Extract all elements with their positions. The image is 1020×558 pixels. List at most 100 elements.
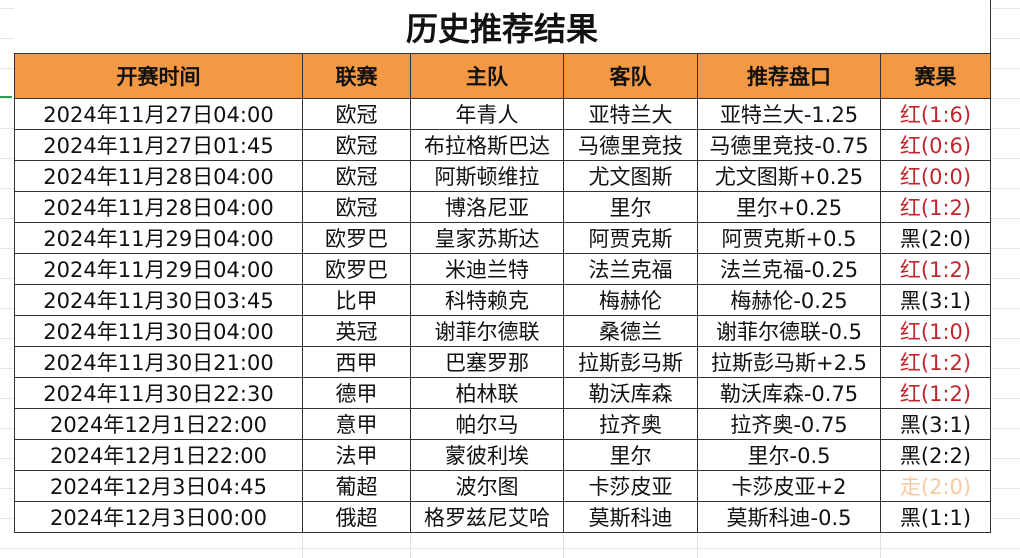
cell-pick[interactable]: 卡莎皮亚+2 xyxy=(697,470,881,502)
cell-result[interactable]: 红(1:2) xyxy=(880,377,991,409)
cell-pick[interactable]: 拉斯彭马斯+2.5 xyxy=(697,346,881,378)
cell-pick[interactable]: 法兰克福-0.25 xyxy=(697,253,881,285)
cell-time[interactable]: 2024年12月1日22:00 xyxy=(14,439,303,471)
cell-pick[interactable]: 谢菲尔德联-0.5 xyxy=(697,315,881,347)
sheet-title: 历史推荐结果 xyxy=(14,0,991,53)
cell-time[interactable]: 2024年11月28日04:00 xyxy=(14,191,303,223)
table-row: 2024年11月30日03:45 比甲 科特赖克 梅赫伦 梅赫伦-0.25 黑(3:1) xyxy=(14,284,991,316)
table-body: 2024年11月27日04:00 欧冠 年青人 亚特兰大 亚特兰大-1.25 红(1:6)… xyxy=(14,98,991,533)
cell-home[interactable]: 博洛尼亚 xyxy=(410,191,564,223)
table-row: 2024年11月29日04:00 欧罗巴 米迪兰特 法兰克福 法兰克福-0.25 红(1:… xyxy=(14,253,991,285)
header-home[interactable]: 主队 xyxy=(410,53,564,99)
cell-league[interactable]: 欧罗巴 xyxy=(302,253,411,285)
cell-time[interactable]: 2024年11月30日04:00 xyxy=(14,315,303,347)
cell-result[interactable]: 黑(2:2) xyxy=(880,439,991,471)
header-away[interactable]: 客队 xyxy=(563,53,698,99)
cell-away[interactable]: 莫斯科迪 xyxy=(563,501,698,533)
cell-away[interactable]: 法兰克福 xyxy=(563,253,698,285)
cell-pick[interactable]: 尤文图斯+0.25 xyxy=(697,160,881,192)
cell-time[interactable]: 2024年11月30日21:00 xyxy=(14,346,303,378)
cell-pick[interactable]: 里尔+0.25 xyxy=(697,191,881,223)
cell-home[interactable]: 年青人 xyxy=(410,98,564,130)
cell-result[interactable]: 黑(1:1) xyxy=(880,501,991,533)
header-pick[interactable]: 推荐盘口 xyxy=(697,53,881,99)
cell-time[interactable]: 2024年11月27日04:00 xyxy=(14,98,303,130)
header-time[interactable]: 开赛时间 xyxy=(14,53,303,99)
cell-home[interactable]: 柏林联 xyxy=(410,377,564,409)
cell-away[interactable]: 拉斯彭马斯 xyxy=(563,346,698,378)
cell-pick[interactable]: 勒沃库森-0.75 xyxy=(697,377,881,409)
cell-home[interactable]: 米迪兰特 xyxy=(410,253,564,285)
cell-time[interactable]: 2024年12月3日00:00 xyxy=(14,501,303,533)
cell-away[interactable]: 尤文图斯 xyxy=(563,160,698,192)
cell-home[interactable]: 谢菲尔德联 xyxy=(410,315,564,347)
cell-time[interactable]: 2024年12月1日22:00 xyxy=(14,408,303,440)
cell-time[interactable]: 2024年11月29日04:00 xyxy=(14,222,303,254)
cell-pick[interactable]: 里尔-0.5 xyxy=(697,439,881,471)
cell-home[interactable]: 科特赖克 xyxy=(410,284,564,316)
cell-result[interactable]: 红(1:2) xyxy=(880,346,991,378)
cell-away[interactable]: 勒沃库森 xyxy=(563,377,698,409)
cell-league[interactable]: 法甲 xyxy=(302,439,411,471)
cell-result[interactable]: 红(1:0) xyxy=(880,315,991,347)
cell-result[interactable]: 黑(2:0) xyxy=(880,222,991,254)
cell-home[interactable]: 波尔图 xyxy=(410,470,564,502)
cell-league[interactable]: 英冠 xyxy=(302,315,411,347)
cell-pick[interactable]: 亚特兰大-1.25 xyxy=(697,98,881,130)
cell-time[interactable]: 2024年11月30日22:30 xyxy=(14,377,303,409)
cell-away[interactable]: 里尔 xyxy=(563,191,698,223)
cell-result[interactable]: 走(2:0) xyxy=(880,470,991,502)
cell-result[interactable]: 红(1:2) xyxy=(880,253,991,285)
cell-league[interactable]: 西甲 xyxy=(302,346,411,378)
cell-home[interactable]: 格罗兹尼艾哈 xyxy=(410,501,564,533)
cell-away[interactable]: 里尔 xyxy=(563,439,698,471)
cell-time[interactable]: 2024年11月28日04:00 xyxy=(14,160,303,192)
cell-pick[interactable]: 阿贾克斯+0.5 xyxy=(697,222,881,254)
table-row: 2024年12月3日04:45 葡超 波尔图 卡莎皮亚 卡莎皮亚+2 走(2:0) xyxy=(14,470,991,502)
cell-league[interactable]: 欧冠 xyxy=(302,129,411,161)
cell-result[interactable]: 红(0:0) xyxy=(880,160,991,192)
cell-time[interactable]: 2024年11月30日03:45 xyxy=(14,284,303,316)
cell-pick[interactable]: 拉齐奥-0.75 xyxy=(697,408,881,440)
cell-home[interactable]: 皇家苏斯达 xyxy=(410,222,564,254)
cell-time[interactable]: 2024年11月29日04:00 xyxy=(14,253,303,285)
cell-pick[interactable]: 梅赫伦-0.25 xyxy=(697,284,881,316)
cell-league[interactable]: 欧冠 xyxy=(302,191,411,223)
cell-result[interactable]: 黑(3:1) xyxy=(880,284,991,316)
header-result[interactable]: 赛果 xyxy=(880,53,991,99)
cell-result[interactable]: 红(0:6) xyxy=(880,129,991,161)
cell-home[interactable]: 巴塞罗那 xyxy=(410,346,564,378)
table-row: 2024年12月1日22:00 法甲 蒙彼利埃 里尔 里尔-0.5 黑(2:2) xyxy=(14,439,991,471)
cell-time[interactable]: 2024年11月27日01:45 xyxy=(14,129,303,161)
table-row: 2024年11月27日01:45 欧冠 布拉格斯巴达 马德里竞技 马德里竞技-0.75 红… xyxy=(14,129,991,161)
cell-league[interactable]: 比甲 xyxy=(302,284,411,316)
cell-league[interactable]: 意甲 xyxy=(302,408,411,440)
cell-home[interactable]: 布拉格斯巴达 xyxy=(410,129,564,161)
cell-away[interactable]: 阿贾克斯 xyxy=(563,222,698,254)
cell-away[interactable]: 梅赫伦 xyxy=(563,284,698,316)
cell-away[interactable]: 卡莎皮亚 xyxy=(563,470,698,502)
row-selection-marker xyxy=(0,96,12,98)
header-row: 开赛时间 联赛 主队 客队 推荐盘口 赛果 xyxy=(14,53,991,99)
cell-result[interactable]: 黑(3:1) xyxy=(880,408,991,440)
cell-pick[interactable]: 莫斯科迪-0.5 xyxy=(697,501,881,533)
cell-league[interactable]: 俄超 xyxy=(302,501,411,533)
cell-away[interactable]: 亚特兰大 xyxy=(563,98,698,130)
cell-pick[interactable]: 马德里竞技-0.75 xyxy=(697,129,881,161)
cell-league[interactable]: 欧罗巴 xyxy=(302,222,411,254)
header-league[interactable]: 联赛 xyxy=(302,53,411,99)
cell-result[interactable]: 红(1:2) xyxy=(880,191,991,223)
cell-away[interactable]: 拉齐奥 xyxy=(563,408,698,440)
cell-away[interactable]: 桑德兰 xyxy=(563,315,698,347)
cell-league[interactable]: 葡超 xyxy=(302,470,411,502)
results-table: 开赛时间 联赛 主队 客队 推荐盘口 赛果 2024年11月27日04:00 欧冠… xyxy=(14,53,991,533)
cell-home[interactable]: 蒙彼利埃 xyxy=(410,439,564,471)
cell-away[interactable]: 马德里竞技 xyxy=(563,129,698,161)
cell-league[interactable]: 德甲 xyxy=(302,377,411,409)
cell-result[interactable]: 红(1:6) xyxy=(880,98,991,130)
cell-league[interactable]: 欧冠 xyxy=(302,98,411,130)
cell-time[interactable]: 2024年12月3日04:45 xyxy=(14,470,303,502)
cell-league[interactable]: 欧冠 xyxy=(302,160,411,192)
cell-home[interactable]: 阿斯顿维拉 xyxy=(410,160,564,192)
cell-home[interactable]: 帕尔马 xyxy=(410,408,564,440)
